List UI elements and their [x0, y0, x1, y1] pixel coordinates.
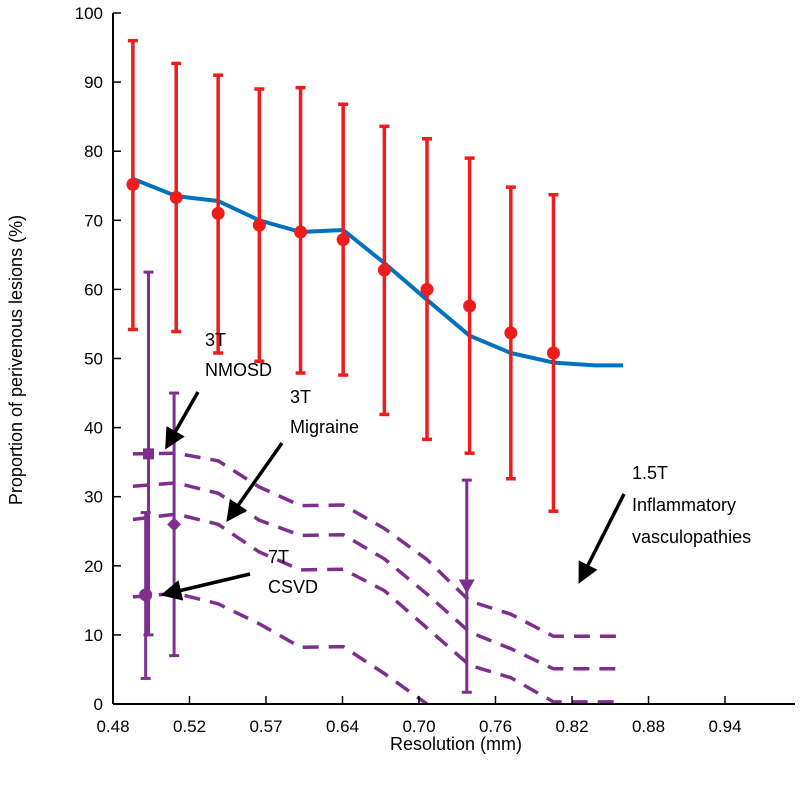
x-tick-label: 0.88 [632, 717, 665, 736]
x-tick-label: 0.52 [173, 717, 206, 736]
annotation-migraine-line1: 3T [290, 387, 311, 407]
data-point [294, 225, 308, 239]
y-tick-label: 50 [84, 350, 103, 369]
dashed-line-5 [132, 591, 429, 706]
arrow-nmosd [165, 391, 200, 450]
study-marker-migraine [167, 517, 182, 532]
observed-points [126, 38, 560, 513]
y-tick-label: 30 [84, 488, 103, 507]
axes [112, 13, 795, 705]
x-ticks: 0.48 0.52 0.57 0.64 0.70 0.76 0.82 0.88 0.94 [96, 696, 742, 736]
x-tick-label: 0.57 [249, 717, 282, 736]
data-point [252, 218, 266, 232]
study-marker-inflammatory [458, 579, 475, 594]
data-point [420, 282, 434, 296]
dashed-line-4 [132, 512, 624, 704]
x-tick-label: 0.76 [479, 717, 512, 736]
y-tick-label: 10 [84, 626, 103, 645]
y-tick-label: 20 [84, 557, 103, 576]
data-point [169, 190, 183, 204]
annotation-csvd-line2: CSVD [268, 577, 318, 597]
x-axis-label: Resolution (mm) [390, 734, 522, 754]
annotation-migraine-line2: Migraine [290, 417, 359, 437]
annotation-vasculopathies-line2: Inflammatory [632, 495, 736, 515]
arrow-migraine [226, 441, 284, 523]
study-annotations: 3T NMOSD 3T Migraine 7T CSVD 1.5T Inflam… [160, 330, 751, 601]
data-point [377, 263, 391, 277]
x-tick-label: 0.94 [708, 717, 741, 736]
annotation-vasculopathies-line3: vasculopathies [632, 527, 751, 547]
annotation-vasculopathies-line1: 1.5T [632, 463, 668, 483]
x-tick-label: 0.64 [326, 717, 359, 736]
y-ticks: 0 10 20 30 40 50 60 70 80 90 100 [75, 4, 121, 714]
study-markers [139, 270, 475, 694]
y-tick-label: 80 [84, 142, 103, 161]
dashed-line-2 [132, 451, 624, 639]
x-tick-label: 0.70 [402, 717, 435, 736]
study-marker-nmosd [143, 448, 155, 460]
annotation-nmosd-line2: NMOSD [205, 360, 272, 380]
data-point [211, 206, 225, 220]
study-marker-csvd [139, 588, 153, 602]
annotation-csvd-line1: 7T [268, 547, 289, 567]
y-tick-label: 70 [84, 211, 103, 230]
y-tick-label: 90 [84, 73, 103, 92]
y-tick-label: 0 [94, 695, 103, 714]
x-tick-label: 0.48 [96, 717, 129, 736]
arrow-vasculopathies [578, 493, 626, 584]
annotation-nmosd-line1: 3T [205, 330, 226, 350]
dashed-band-lines [132, 451, 624, 706]
data-point [463, 299, 477, 313]
dashed-line-3 [132, 481, 624, 671]
y-tick-label: 100 [75, 4, 103, 23]
y-tick-label: 40 [84, 419, 103, 438]
data-point [336, 233, 350, 247]
y-axis-label: Proportion of perivenous lesions (%) [6, 215, 26, 505]
arrow-csvd [160, 572, 251, 601]
x-tick-label: 0.82 [555, 717, 588, 736]
data-point [504, 326, 518, 340]
y-tick-label: 60 [84, 280, 103, 299]
data-point [126, 177, 140, 191]
data-point [546, 346, 560, 360]
